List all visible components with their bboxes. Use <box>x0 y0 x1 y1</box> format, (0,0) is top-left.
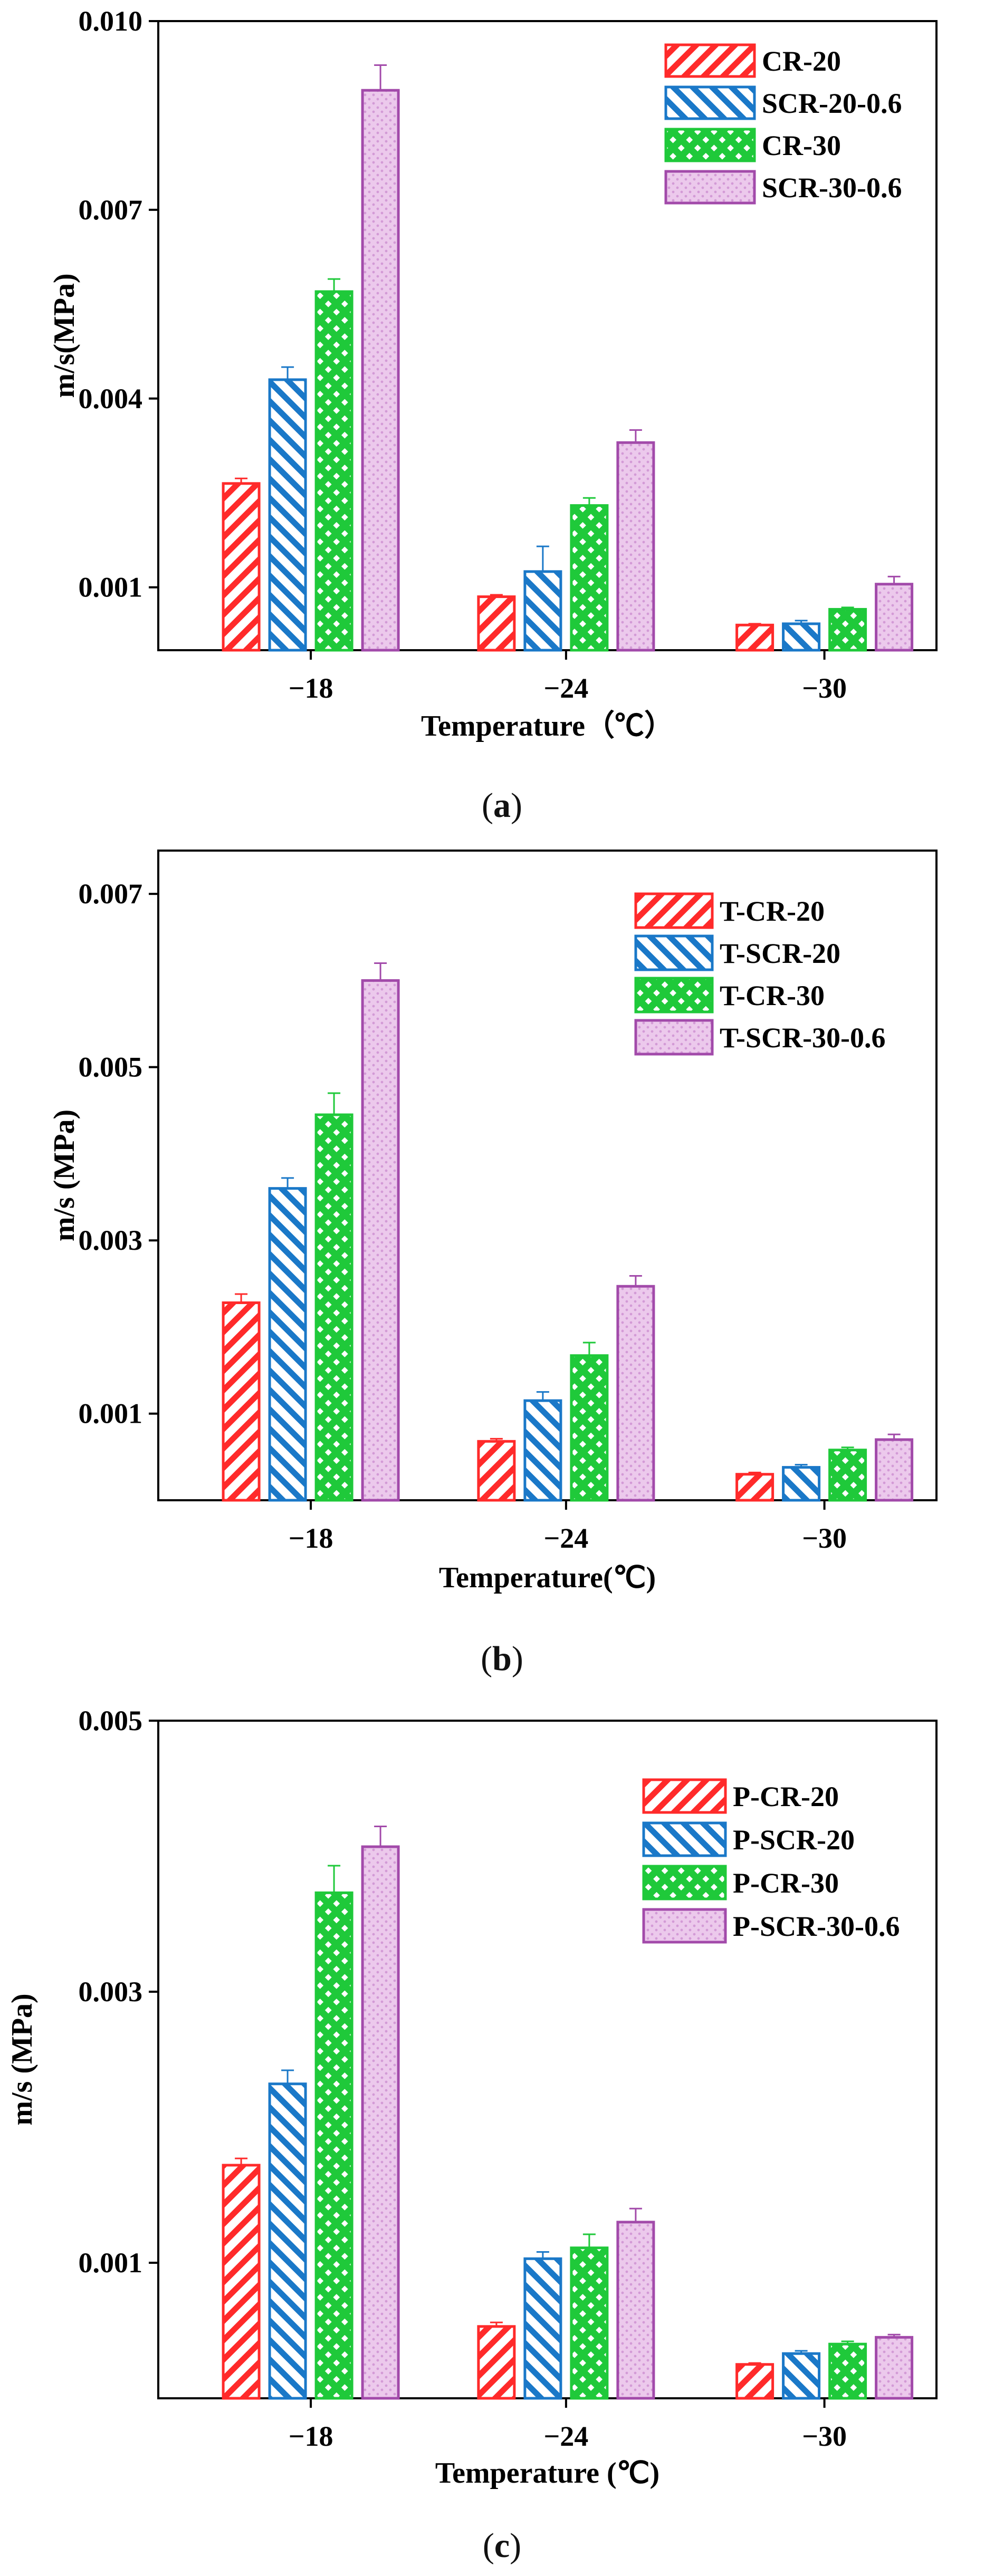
bar <box>523 570 562 652</box>
bar <box>570 1354 609 1502</box>
y-axis-label: m/s(MPa) <box>48 273 81 398</box>
legend-label: P-SCR-30-0.6 <box>733 1911 900 1942</box>
y-tick-label: 0.001 <box>79 572 143 603</box>
caption-a-letter: a <box>493 786 511 825</box>
x-axis-label: Temperature (℃) <box>435 2457 659 2490</box>
legend-label: CR-20 <box>762 45 841 77</box>
x-axis-label: Temperature（℃） <box>421 709 674 742</box>
bar <box>361 89 400 652</box>
chart-0: 0.001 0.004 0.007 0.010 m/s(MPa) Temperature（… <box>48 5 938 742</box>
legend-label: P-SCR-20 <box>733 1824 855 1856</box>
bar <box>523 2257 562 2400</box>
bar <box>361 979 400 1502</box>
bar <box>735 623 774 652</box>
legend-label: T-SCR-30-0.6 <box>720 1022 886 1054</box>
y-tick-label: 0.005 <box>79 1051 143 1083</box>
legend-swatch <box>642 1865 727 1900</box>
legend-swatch <box>642 1821 727 1857</box>
legend-swatch <box>664 128 756 162</box>
y-tick-label: 0.004 <box>79 383 143 414</box>
bar <box>616 2221 655 2400</box>
caption-a: (a) <box>482 786 522 825</box>
y-tick-label: 0.007 <box>79 194 143 226</box>
y-tick-label: 0.007 <box>79 878 143 910</box>
legend-swatch <box>664 170 756 205</box>
legend-swatch <box>634 1019 714 1056</box>
bar <box>828 1449 867 1502</box>
legend-swatch <box>634 977 714 1014</box>
legend-swatch <box>664 85 756 120</box>
charts-layer: 0.001 0.004 0.007 0.010 m/s(MPa) Temperature（… <box>6 5 938 2490</box>
x-tick-label: −18 <box>289 1522 333 1554</box>
bar <box>314 290 353 652</box>
bar <box>523 1399 562 1502</box>
y-axis-label: m/s (MPa) <box>48 1109 81 1241</box>
legend-label: SCR-20-0.6 <box>762 88 902 119</box>
legend-swatch <box>642 1908 727 1944</box>
bar <box>616 1285 655 1502</box>
legend-swatch <box>664 43 756 78</box>
x-axis-label: Temperature(℃) <box>439 1561 656 1594</box>
x-tick-label: −24 <box>544 1522 589 1554</box>
legend-swatch <box>634 934 714 971</box>
legend-swatch <box>642 1778 727 1814</box>
bar <box>828 2342 867 2400</box>
bar <box>268 378 307 652</box>
x-tick-label: −30 <box>802 672 847 704</box>
chart-1: 0.001 0.003 0.005 0.007 m/s (MPa) Temperature… <box>48 850 938 1594</box>
y-tick-label: 0.001 <box>79 2247 143 2279</box>
caption-c: (c) <box>482 2526 522 2565</box>
bar <box>616 441 655 652</box>
caption-c-letter: c <box>494 2526 510 2565</box>
bar <box>782 1466 821 1502</box>
bar <box>782 622 821 652</box>
y-tick-label: 0.010 <box>79 5 143 37</box>
bar <box>477 595 516 652</box>
legend-label: T-SCR-20 <box>720 938 840 969</box>
legend-label: T-CR-20 <box>720 895 825 927</box>
chart-2: 0.001 0.003 0.005 m/s (MPa) Temperature (℃) −… <box>6 1705 938 2490</box>
bar <box>735 1473 774 1502</box>
y-tick-label: 0.003 <box>79 1976 143 2008</box>
bar <box>828 607 867 652</box>
bar <box>477 2325 516 2400</box>
bar <box>570 2246 609 2400</box>
bar <box>268 1187 307 1502</box>
y-tick-label: 0.005 <box>79 1705 143 1736</box>
legend-label: P-CR-20 <box>733 1781 839 1812</box>
legend-label: SCR-30-0.6 <box>762 172 902 204</box>
bar <box>222 1301 261 1502</box>
legend-label: CR-30 <box>762 130 841 161</box>
bar <box>782 2352 821 2400</box>
bar <box>314 1113 353 1502</box>
caption-b-letter: b <box>492 1639 512 1678</box>
caption-b: (b) <box>481 1639 523 1678</box>
x-tick-label: −24 <box>544 2420 589 2452</box>
bar <box>361 1845 400 2400</box>
bar <box>875 583 914 652</box>
legend-label: T-CR-30 <box>720 980 825 1011</box>
legend-label: P-CR-30 <box>733 1867 839 1899</box>
legend-swatch <box>634 892 714 929</box>
x-tick-label: −30 <box>802 2420 847 2452</box>
x-tick-label: −30 <box>802 1522 847 1554</box>
bar <box>875 2336 914 2400</box>
y-axis-label: m/s (MPa) <box>6 1993 39 2125</box>
bar <box>222 482 261 652</box>
bar <box>314 1891 353 2400</box>
bar <box>875 1438 914 1502</box>
x-tick-label: −18 <box>289 672 333 704</box>
y-tick-label: 0.003 <box>79 1224 143 1256</box>
x-tick-label: −18 <box>289 2420 333 2452</box>
bar <box>268 2082 307 2400</box>
bar <box>735 2363 774 2400</box>
bar <box>570 504 609 652</box>
bar <box>222 2164 261 2400</box>
bar <box>477 1440 516 1502</box>
y-tick-label: 0.001 <box>79 1398 143 1430</box>
x-tick-label: −24 <box>544 672 589 704</box>
